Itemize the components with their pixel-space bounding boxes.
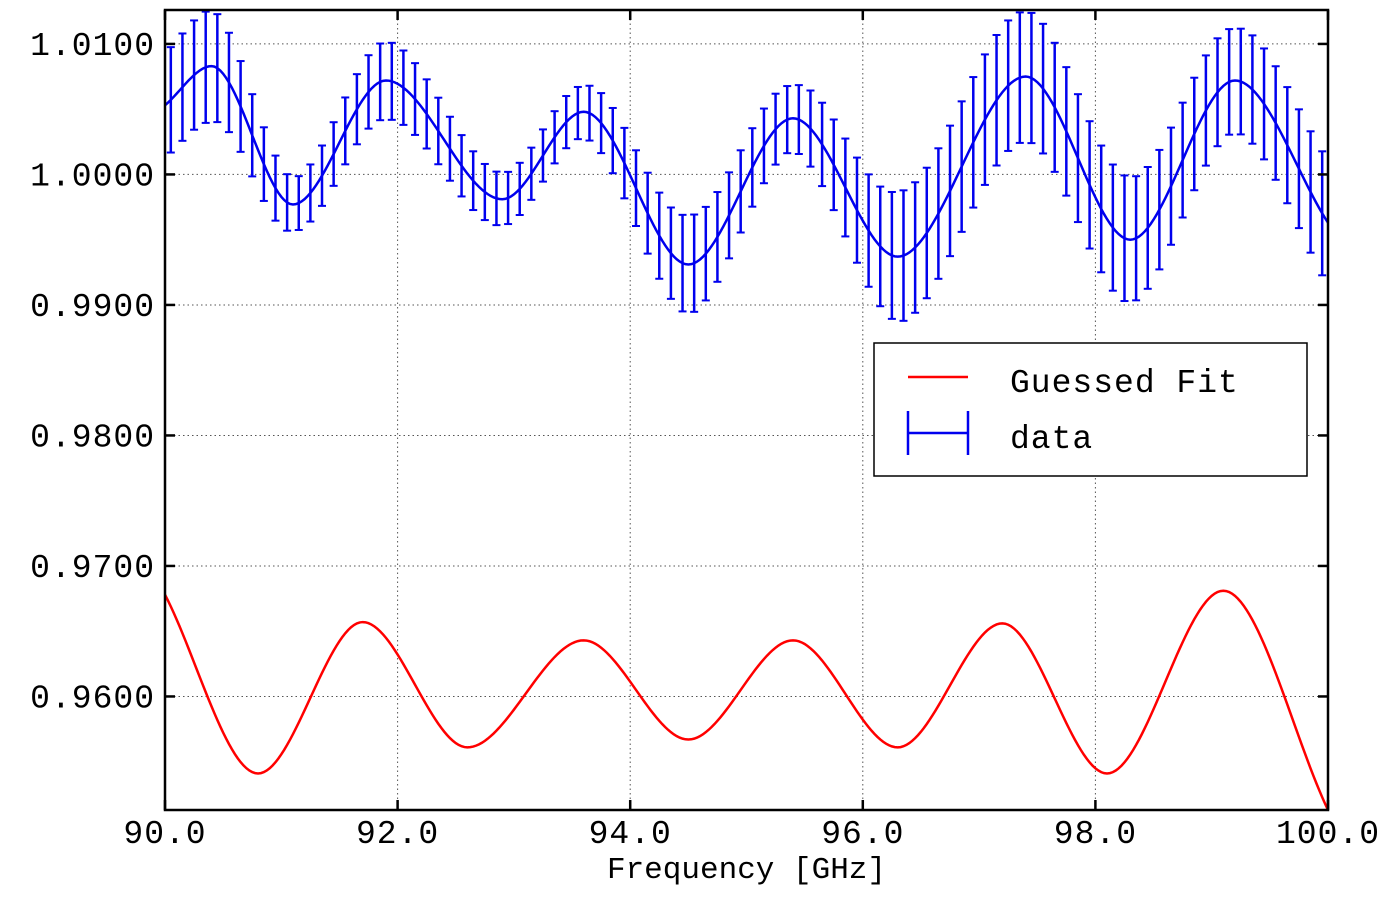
- x-tick-labels: 90.0 92.0 94.0 96.0 98.0 100.0: [123, 816, 1380, 853]
- y-tick-label: 1.0000: [30, 158, 155, 195]
- error-bars: [166, 10, 1327, 322]
- x-tick-label: 92.0: [356, 816, 439, 853]
- y-tick-label: 1.0100: [30, 28, 155, 65]
- x-tick-label: 96.0: [821, 816, 904, 853]
- grid: [165, 10, 1328, 810]
- x-tick-label: 98.0: [1054, 816, 1137, 853]
- y-tick-label: 0.9900: [30, 289, 155, 326]
- fit-line: [165, 589, 1328, 810]
- data-series: [165, 10, 1328, 322]
- x-tick-label: 94.0: [589, 816, 672, 853]
- legend: Guessed Fit data: [873, 342, 1308, 477]
- legend-data-swatch: [906, 411, 970, 455]
- legend-data-label: data: [1010, 421, 1093, 458]
- legend-fit-label: Guessed Fit: [1010, 365, 1239, 402]
- plot-frame: [163, 8, 1330, 812]
- y-tick-label: 0.9700: [30, 550, 155, 587]
- y-tick-labels: 0.9600 0.9700 0.9800 0.9900 1.0000 1.0100: [30, 28, 155, 718]
- x-tick-label: 100.0: [1276, 816, 1380, 853]
- legend-box: [873, 342, 1308, 477]
- y-tick-label: 0.9600: [30, 680, 155, 717]
- axis-ticks: [163, 10, 1330, 810]
- data-line: [165, 64, 1328, 266]
- fit-series: [165, 589, 1328, 810]
- y-tick-label: 0.9800: [30, 419, 155, 456]
- x-axis-label: Frequency [GHz]: [607, 853, 886, 888]
- x-tick-label: 90.0: [123, 816, 206, 853]
